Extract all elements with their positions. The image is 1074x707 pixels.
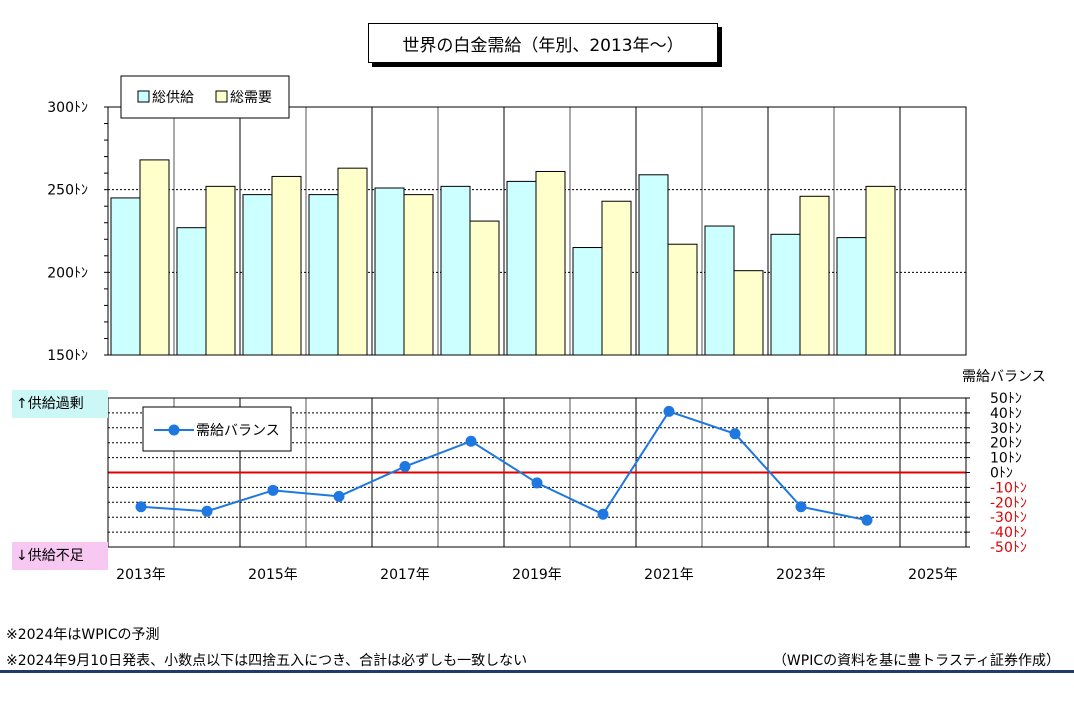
x-tick-label: 2013年 <box>116 567 166 583</box>
line-y-tick-label: 30ﾄﾝ <box>990 421 1022 437</box>
footer-rule <box>0 670 1074 673</box>
x-tick-label: 2023年 <box>776 567 826 583</box>
balance-point <box>663 405 675 417</box>
footnote-rounding: ※2024年9月10日発表、小数点以下は四捨五入につき、合計は必ずしも一致しない <box>6 653 528 669</box>
demand-bar <box>205 185 236 356</box>
supply-bar <box>638 174 669 356</box>
demand-bar <box>337 167 368 356</box>
supply-bar <box>110 197 141 356</box>
demand-bar <box>403 194 434 356</box>
balance-point <box>795 501 807 513</box>
balance-point <box>135 501 147 513</box>
line-y-tick-label: 0ﾄﾝ <box>990 466 1013 482</box>
supply-bar <box>176 227 207 356</box>
deficit-annotation: ↓供給不足 <box>12 542 108 570</box>
balance-axis-title: 需給バランス <box>962 369 1046 385</box>
legend-balance-label: 需給バランス <box>196 423 280 439</box>
balance-point <box>333 490 345 502</box>
balance-point <box>861 514 873 526</box>
x-tick-label: 2015年 <box>248 567 298 583</box>
balance-series-line <box>140 410 868 522</box>
demand-bar <box>733 270 764 356</box>
bar-plot-border <box>107 106 967 356</box>
line-y-tick-label: -20ﾄﾝ <box>990 495 1027 511</box>
demand-bar <box>139 159 170 356</box>
balance-point <box>399 461 411 473</box>
balance-point <box>531 477 543 489</box>
line-y-tick-label: -10ﾄﾝ <box>990 480 1027 496</box>
balance-point <box>465 435 477 447</box>
bar-y-tick-label: 150ﾄﾝ <box>47 348 88 364</box>
demand-bar <box>535 170 566 356</box>
line-y-tick-label: -40ﾄﾝ <box>990 525 1027 541</box>
bar-y-tick-label: 200ﾄﾝ <box>47 265 88 281</box>
supply-bar <box>704 225 735 356</box>
line-plot-border <box>107 397 967 548</box>
supply-bar <box>506 180 537 356</box>
balance-point <box>201 505 213 517</box>
supply-bar <box>440 185 471 356</box>
legend-supply-swatch <box>137 90 150 103</box>
supply-bar <box>572 247 603 356</box>
line-y-tick-label: 10ﾄﾝ <box>990 451 1022 467</box>
supply-bar <box>770 233 801 356</box>
legend-demand-label: 総需要 <box>230 90 272 106</box>
demand-bar <box>469 220 500 356</box>
line-y-tick-label: 50ﾄﾝ <box>990 391 1022 407</box>
legend-balance-marker <box>168 424 180 436</box>
demand-bar <box>271 175 302 356</box>
supply-bar <box>308 194 339 356</box>
bar-y-tick-label: 300ﾄﾝ <box>47 100 88 116</box>
x-tick-label: 2025年 <box>908 567 958 583</box>
line-y-tick-label: 20ﾄﾝ <box>990 436 1022 452</box>
x-tick-label: 2017年 <box>380 567 430 583</box>
legend-demand-swatch <box>215 90 228 103</box>
surplus-annotation: ↑供給過剰 <box>12 390 108 418</box>
x-tick-label: 2021年 <box>644 567 694 583</box>
supply-bar <box>374 187 405 356</box>
source-credit: （WPICの資料を基に豊トラスティ証券作成） <box>772 653 1060 669</box>
line-y-tick-label: -50ﾄﾝ <box>990 540 1027 556</box>
demand-bar <box>601 200 632 356</box>
legend-supply-label: 総供給 <box>152 90 194 106</box>
demand-bar <box>865 185 896 356</box>
demand-bar <box>799 195 830 356</box>
chart-title: 世界の白金需給（年別、2013年～） <box>368 23 718 63</box>
line-y-tick-label: 40ﾄﾝ <box>990 406 1022 422</box>
footnote-forecast: ※2024年はWPICの予測 <box>6 627 160 643</box>
bar-y-tick-label: 250ﾄﾝ <box>47 183 88 199</box>
balance-point <box>597 508 609 520</box>
balance-point <box>729 428 741 440</box>
balance-point <box>267 484 279 496</box>
x-tick-label: 2019年 <box>512 567 562 583</box>
line-y-tick-label: -30ﾄﾝ <box>990 510 1027 526</box>
supply-bar <box>836 237 867 356</box>
supply-bar <box>242 194 273 356</box>
demand-bar <box>667 243 698 356</box>
